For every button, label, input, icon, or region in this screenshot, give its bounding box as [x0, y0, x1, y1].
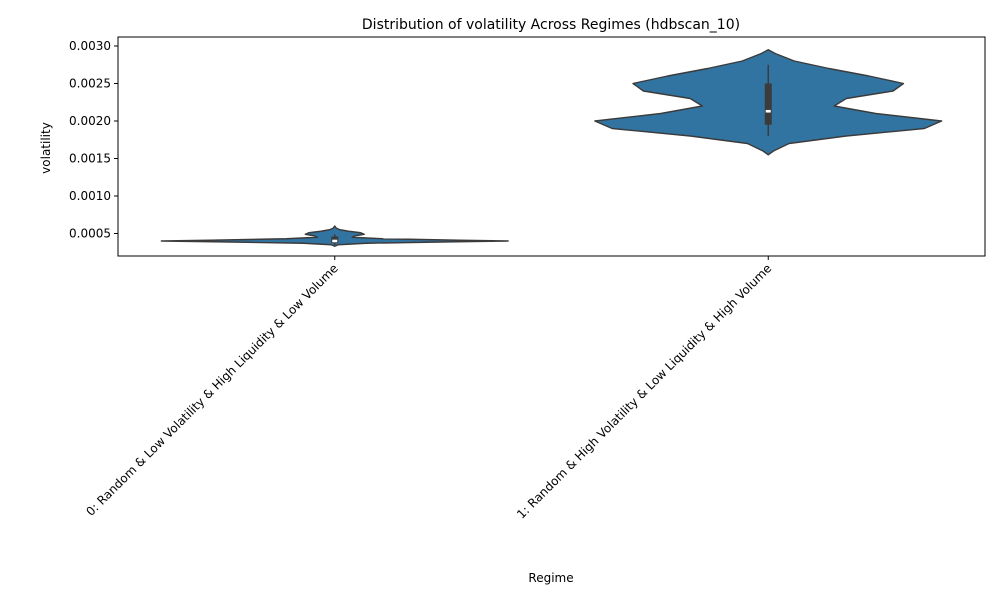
x-tick-label: 0: Random & Low Volatility & High Liquid…: [83, 261, 341, 519]
chart-title: Distribution of volatility Across Regime…: [362, 17, 740, 33]
y-tick-label: 0.0030: [69, 39, 111, 53]
plot-frame: [117, 36, 986, 257]
y-tick-label: 0.0005: [69, 227, 111, 241]
y-axis: 0.0005 0.0010 0.0015 0.0020 0.0025 0.0030: [69, 39, 118, 241]
y-tick-label: 0.0020: [69, 114, 111, 128]
violin-iqr-box: [764, 83, 772, 125]
x-axis: 0: Random & Low Volatility & High Liquid…: [83, 256, 774, 522]
x-tick-label: 1: Random & High Volatility & Low Liquid…: [514, 261, 774, 521]
violin-median-marker: [332, 239, 338, 243]
violin-median-marker: [765, 109, 771, 113]
y-tick-label: 0.0015: [69, 152, 111, 166]
plot-area: [160, 49, 943, 247]
y-tick-label: 0.0025: [69, 77, 111, 91]
y-axis-label: volatility: [39, 122, 53, 174]
x-axis-label: Regime: [528, 571, 573, 585]
y-tick-label: 0.0010: [69, 189, 111, 203]
